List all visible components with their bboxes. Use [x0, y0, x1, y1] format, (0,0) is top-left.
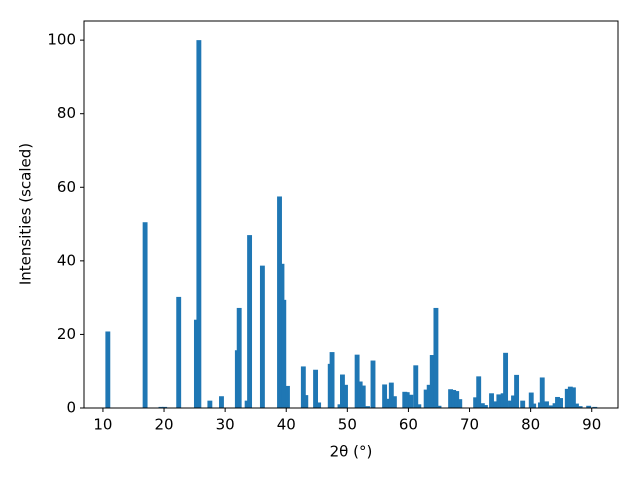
y-tick-label: 100 — [47, 31, 76, 49]
bar — [388, 382, 394, 408]
bar — [370, 360, 376, 408]
bar — [451, 389, 457, 408]
bar — [158, 406, 164, 408]
bar — [404, 392, 410, 408]
bar — [426, 384, 432, 408]
bar — [511, 395, 516, 408]
bar — [357, 381, 363, 408]
bar — [316, 402, 322, 408]
bar — [391, 396, 397, 408]
bar — [544, 401, 549, 408]
bar — [416, 404, 422, 408]
y-tick-label: 0 — [66, 399, 76, 417]
bar — [574, 403, 579, 408]
bar — [493, 401, 499, 408]
bar — [479, 403, 485, 408]
bar — [207, 400, 213, 408]
bar — [423, 389, 429, 408]
bar — [313, 369, 319, 408]
x-tick-label: 70 — [460, 416, 479, 434]
x-tick-label: 50 — [338, 416, 357, 434]
bar — [567, 386, 573, 408]
bar — [408, 394, 414, 408]
bar — [482, 405, 488, 408]
bar — [343, 384, 348, 408]
bar — [429, 355, 435, 408]
bar — [508, 400, 513, 408]
bar — [539, 377, 545, 408]
bar — [340, 374, 345, 408]
bar — [196, 40, 202, 409]
bar — [281, 299, 287, 408]
bar — [528, 392, 534, 408]
bar — [300, 366, 306, 408]
bar — [558, 398, 564, 408]
x-tick-label: 10 — [93, 416, 112, 434]
bar — [329, 352, 335, 408]
y-tick-label: 80 — [57, 104, 76, 122]
x-tick-label: 40 — [277, 416, 296, 434]
bar — [105, 331, 111, 408]
bar — [259, 265, 265, 408]
bar — [436, 405, 442, 408]
bar — [247, 235, 253, 408]
bar — [433, 307, 439, 408]
bar — [592, 406, 598, 408]
bar — [586, 405, 592, 408]
bar — [219, 396, 224, 408]
x-axis-label: 2θ (°) — [330, 443, 373, 461]
bar — [520, 400, 526, 408]
bar — [476, 376, 482, 408]
bar — [303, 395, 309, 408]
bar — [176, 296, 182, 408]
y-tick-label: 40 — [57, 251, 76, 269]
bar — [162, 406, 168, 408]
bar — [457, 399, 463, 408]
bar — [142, 222, 148, 408]
x-tick-label: 80 — [521, 416, 540, 434]
bar — [382, 384, 388, 408]
bar — [555, 396, 560, 408]
x-tick-label: 20 — [154, 416, 173, 434]
x-tick-label: 90 — [582, 416, 601, 434]
plot-frame — [83, 20, 619, 409]
bar — [548, 405, 554, 408]
bar — [365, 406, 370, 408]
bar — [473, 397, 479, 408]
bar — [514, 374, 520, 408]
bar — [552, 403, 558, 408]
bar — [285, 385, 290, 408]
bar — [577, 406, 583, 408]
bar — [448, 389, 454, 408]
bar — [454, 391, 460, 408]
bar — [531, 403, 537, 408]
bar — [503, 352, 509, 408]
bar — [496, 394, 502, 408]
bar — [413, 365, 419, 408]
bar — [236, 307, 242, 408]
bar — [385, 398, 391, 408]
y-axis-label: Intensities (scaled) — [17, 143, 35, 285]
x-tick-label: 30 — [216, 416, 235, 434]
bar — [354, 354, 360, 408]
bar — [489, 393, 494, 408]
y-tick-label: 60 — [57, 178, 76, 196]
bar — [564, 388, 570, 408]
y-tick-label: 20 — [57, 325, 76, 343]
bar — [570, 387, 576, 408]
x-tick-label: 60 — [399, 416, 418, 434]
bar — [360, 385, 366, 408]
